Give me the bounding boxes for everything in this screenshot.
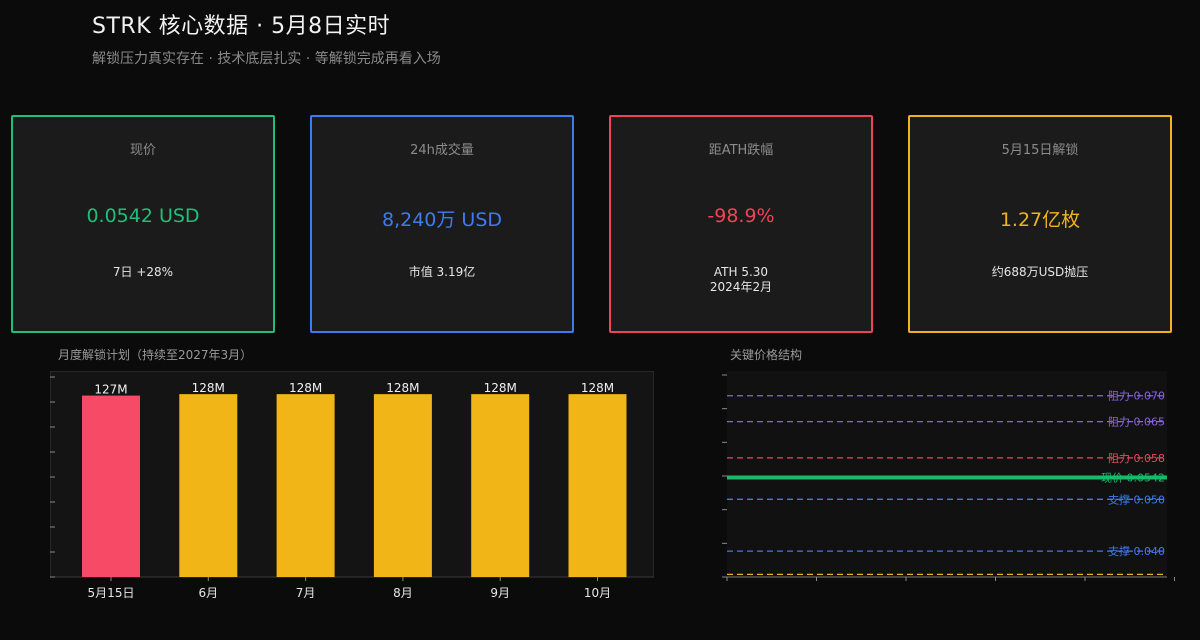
bar: [276, 394, 335, 577]
card-sub: 市值 3.19亿: [408, 265, 476, 279]
card-volume: 24h成交量 8,240万 USD 市值 3.19亿: [310, 115, 574, 333]
price-level-label: 现价 0.0542: [1101, 472, 1165, 485]
unlock-bar-chart-svg: 127M 5月15日 128M 6月 128M 7月 128M 8月 128M 9月 128M 10月: [49, 370, 655, 600]
card-sub: 7日 +28%: [112, 265, 174, 279]
bar-value-label: 128M: [581, 381, 614, 395]
price-chart-title: 关键价格结构: [730, 348, 803, 362]
card-value: 1.27亿枚: [999, 209, 1081, 231]
price-level-label: 阻力 0.070: [1108, 390, 1165, 403]
price-level-label: 阻力 0.058: [1108, 452, 1165, 465]
card-value: -98.9%: [707, 205, 775, 227]
card-value: 0.0542 USD: [86, 205, 200, 227]
x-tick-label: 8月: [393, 586, 413, 600]
price-level-label: 支撑 0.050: [1108, 492, 1165, 506]
plot-area: [49, 370, 655, 578]
bar: [471, 394, 530, 577]
unlock-chart-title: 月度解锁计划（持续至2027年3月）: [58, 348, 253, 362]
plot-area: [727, 371, 1167, 577]
price-structure-svg: 阻力 0.070 阻力 0.065 阻力 0.058 现价 0.0542 支撑 0.05…: [722, 371, 1175, 581]
x-tick-label: 10月: [584, 586, 611, 600]
bar-value-label: 128M: [386, 381, 419, 395]
x-tick-label: 9月: [490, 586, 510, 600]
bar-value-label: 127M: [94, 383, 127, 397]
card-label: 现价: [129, 143, 156, 158]
x-tick-label: 6月: [198, 586, 218, 600]
bar: [568, 394, 627, 577]
card-sub: 约688万USD抛压: [991, 265, 1089, 279]
card-price: 现价 0.0542 USD 7日 +28%: [11, 115, 275, 333]
card-unlock: 5月15日解锁 1.27亿枚 约688万USD抛压: [908, 115, 1172, 333]
card-sub-2: 2024年2月: [709, 280, 773, 294]
bar: [179, 394, 238, 577]
x-tick-label: 5月15日: [88, 586, 135, 600]
unlock-bar-chart: 127M 5月15日 128M 6月 128M 7月 128M 8月 128M 9月 128M 10月: [49, 370, 655, 611]
card-sub: ATH 5.30: [713, 265, 769, 279]
page-subtitle: 解锁压力真实存在 · 技术底层扎实 · 等解锁完成再看入场: [92, 51, 441, 67]
price-structure-chart: 阻力 0.070 阻力 0.065 阻力 0.058 现价 0.0542 支撑 0.05…: [715, 371, 1175, 611]
card-value: 8,240万 USD: [381, 209, 503, 231]
bar: [373, 394, 432, 577]
card-label: 5月15日解锁: [1001, 143, 1079, 158]
bar-value-label: 128M: [289, 381, 322, 395]
price-level-label: 阻力 0.065: [1108, 416, 1165, 429]
card-label: 24h成交量: [410, 143, 474, 158]
x-tick-label: 7月: [296, 586, 316, 600]
page-title: STRK 核心数据 · 5月8日实时: [92, 14, 391, 39]
bar-value-label: 128M: [192, 381, 225, 395]
card-label: 距ATH跌幅: [708, 143, 774, 158]
card-ath-drop: 距ATH跌幅 -98.9% ATH 5.30 2024年2月: [609, 115, 873, 333]
bar: [82, 395, 140, 577]
bar-value-label: 128M: [484, 381, 517, 395]
price-level-label: 支撑 0.040: [1108, 544, 1165, 558]
